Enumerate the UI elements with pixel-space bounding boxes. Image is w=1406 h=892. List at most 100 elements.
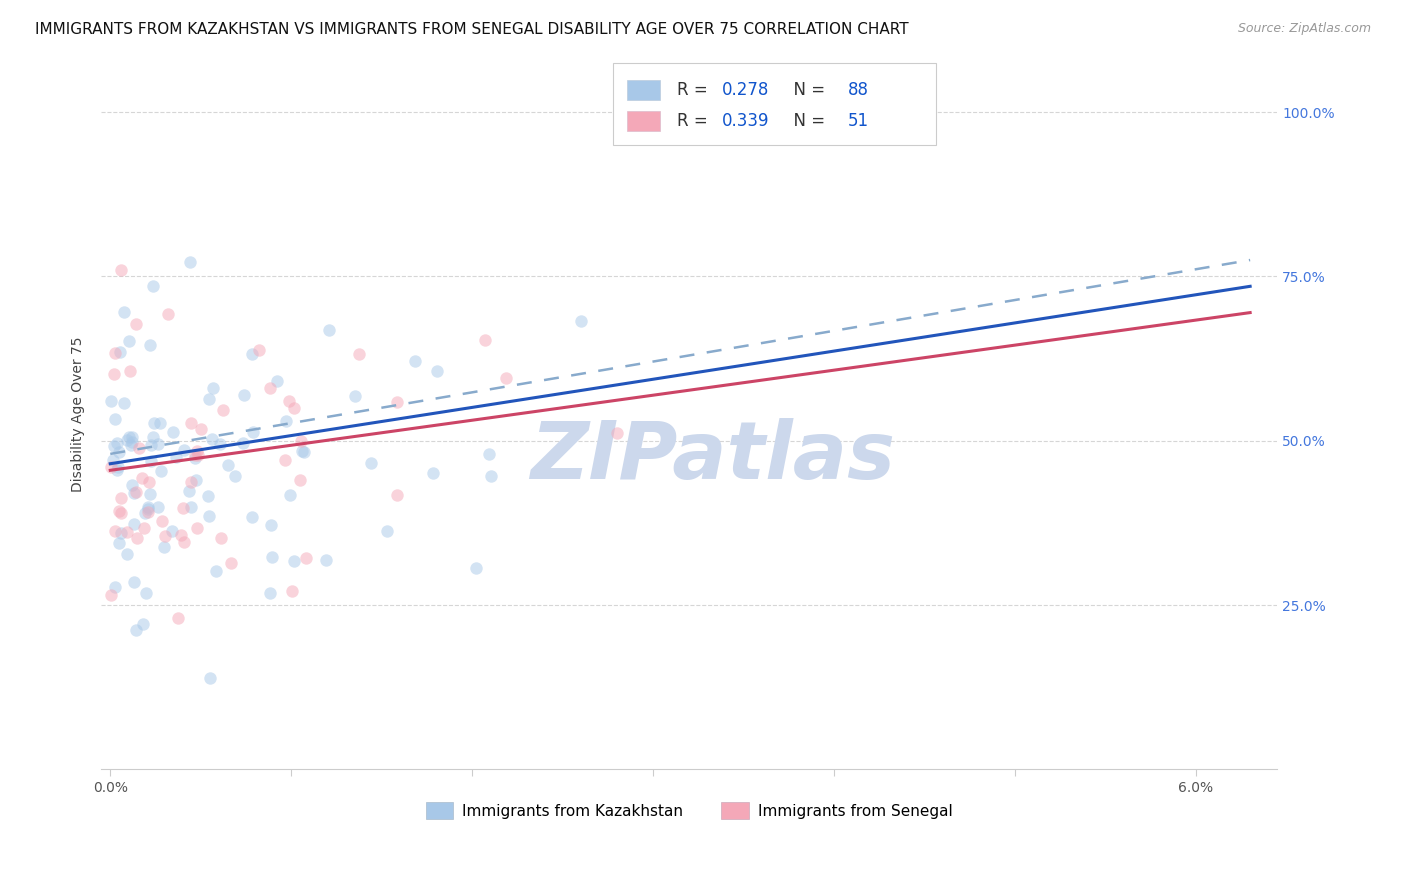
Point [422,467,444,481]
Point [115,433,138,447]
Point [115,524,138,539]
Point [115,547,138,561]
Point [146,500,169,514]
Point [198,509,221,524]
Point [120,364,142,378]
Point [232,436,254,450]
Point [138,487,160,501]
Text: R =: R = [678,81,713,99]
Text: N =: N = [783,112,825,130]
Text: 51: 51 [848,112,869,130]
Point [291,444,314,458]
Point [606,425,628,440]
Text: 0.339: 0.339 [723,112,769,130]
Point [121,430,143,444]
Point [259,586,281,600]
Point [110,491,132,505]
Point [136,500,159,515]
Point [295,551,318,566]
Point [104,346,127,360]
Point [180,417,202,431]
Point [426,364,449,378]
Point [169,528,191,542]
Point [278,487,301,501]
Point [201,432,224,446]
Point [360,456,382,470]
Point [152,540,174,554]
Point [128,442,150,456]
Point [186,521,208,535]
Point [343,388,366,402]
Text: 0.278: 0.278 [723,81,769,99]
Text: Source: ZipAtlas.com: Source: ZipAtlas.com [1237,22,1371,36]
Point [224,468,246,483]
Point [232,387,254,401]
Point [569,313,592,327]
Point [184,451,207,466]
Point [138,337,160,351]
Point [201,381,224,395]
Point [107,445,129,459]
Point [240,347,263,361]
Point [315,553,337,567]
Point [184,449,207,463]
Point [290,434,312,448]
Point [259,380,281,394]
Point [495,370,517,384]
Point [318,323,340,337]
Point [132,616,155,631]
Point [478,448,501,462]
Point [465,561,488,575]
Point [150,514,173,528]
Point [172,500,194,515]
Point [283,401,305,416]
Point [112,305,135,319]
Point [100,460,122,475]
Point [122,574,145,589]
Point [135,586,157,600]
Text: ZIPatlas: ZIPatlas [530,418,896,496]
Point [186,443,208,458]
Point [124,517,146,532]
FancyBboxPatch shape [613,63,936,145]
Point [118,334,141,348]
Point [110,262,132,277]
Point [180,500,202,514]
Point [180,475,202,490]
Point [121,477,143,491]
Point [110,345,132,359]
Text: R =: R = [678,112,713,130]
FancyBboxPatch shape [627,80,659,100]
Point [134,506,156,520]
Point [197,489,219,503]
Point [260,518,283,533]
Point [375,524,398,538]
Point [266,374,288,388]
Point [387,395,409,409]
Point [149,417,172,431]
FancyBboxPatch shape [627,112,659,131]
Text: N =: N = [783,81,825,99]
Y-axis label: Disability Age Over 75: Disability Age Over 75 [72,336,86,492]
Point [221,557,243,571]
Point [118,430,141,444]
Point [474,333,496,347]
Point [156,307,179,321]
Point [211,403,233,417]
Point [120,438,142,452]
Legend: Immigrants from Kazakhstan, Immigrants from Senegal: Immigrants from Kazakhstan, Immigrants f… [419,796,959,825]
Point [153,529,176,543]
Point [100,393,122,408]
Point [281,584,304,599]
Point [240,510,263,524]
Point [283,554,305,568]
Point [125,485,148,500]
Point [103,439,125,453]
Text: 88: 88 [848,81,869,99]
Point [217,458,239,472]
Point [292,445,315,459]
Point [347,347,370,361]
Point [104,412,127,426]
Text: IMMIGRANTS FROM KAZAKHSTAN VS IMMIGRANTS FROM SENEGAL DISABILITY AGE OVER 75 COR: IMMIGRANTS FROM KAZAKHSTAN VS IMMIGRANTS… [35,22,908,37]
Point [165,450,187,464]
